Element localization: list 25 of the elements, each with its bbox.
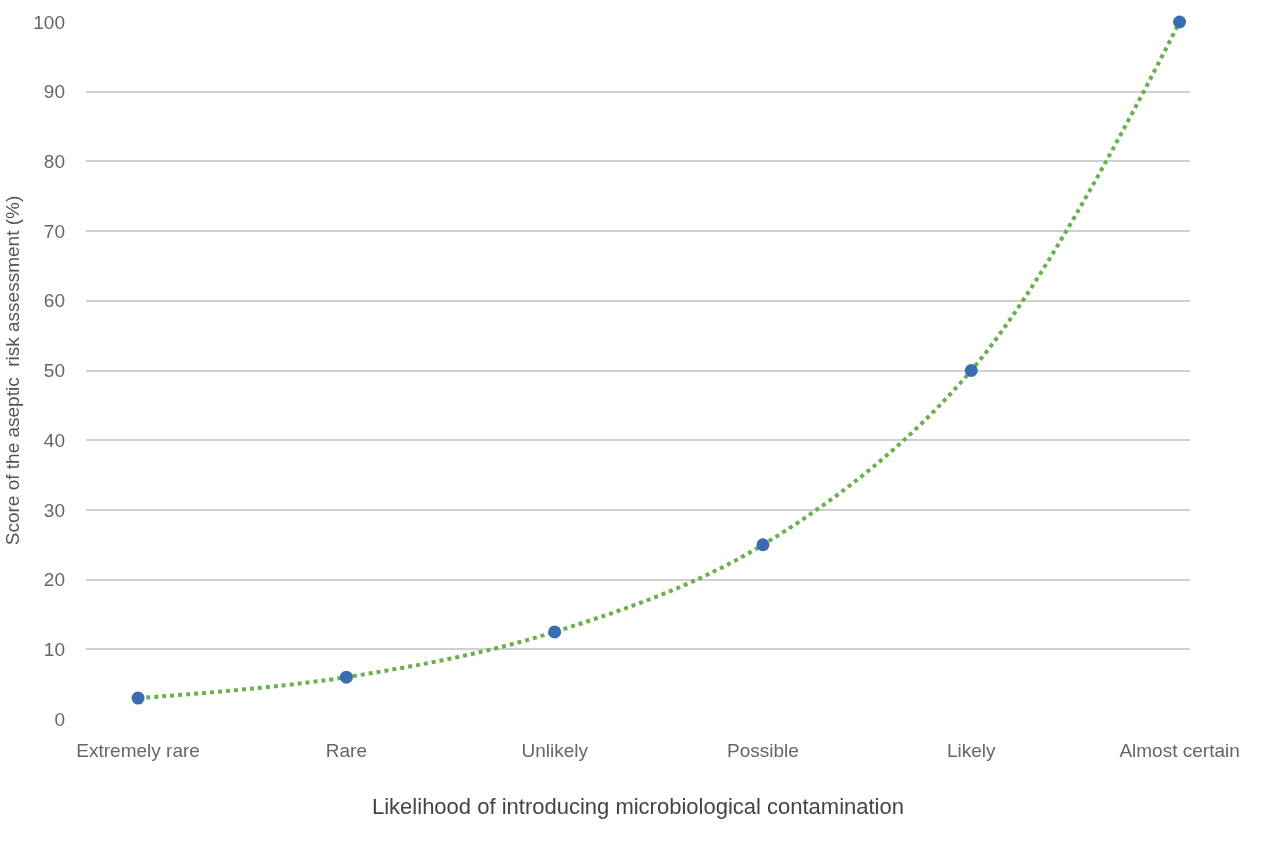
y-tick-label: 40 [43,429,65,451]
y-axis-title: Score of the aseptic risk assessment (%) [2,195,24,546]
y-tick-label: 60 [43,290,65,312]
y-tick-label: 30 [43,499,65,521]
point [1173,15,1187,29]
x-tick-label: Possible [727,740,799,761]
point [131,691,145,705]
y-tick-label: 20 [43,569,65,591]
y-tick-label: 0 [54,708,65,730]
x-tick-label: Almost certain [1119,740,1240,761]
x-axis-title: Likelihood of introducing microbiological contamination [372,793,904,819]
x-tick-label: Likely [946,740,997,761]
y-tick-label: 70 [43,220,65,242]
point [756,538,770,552]
y-tick-label: 10 [43,638,65,660]
y-tick-label: 90 [43,81,65,103]
point [548,625,562,639]
point [339,670,353,684]
y-tick-label: 80 [43,151,65,173]
x-tick-label: Unlikely [521,740,589,761]
y-tick-label: 100 [33,11,65,33]
x-tick-label: Rare [325,740,367,761]
x-tick-label: Extremely rare [76,740,200,761]
point [964,364,978,377]
y-tick-label: 50 [43,360,65,382]
